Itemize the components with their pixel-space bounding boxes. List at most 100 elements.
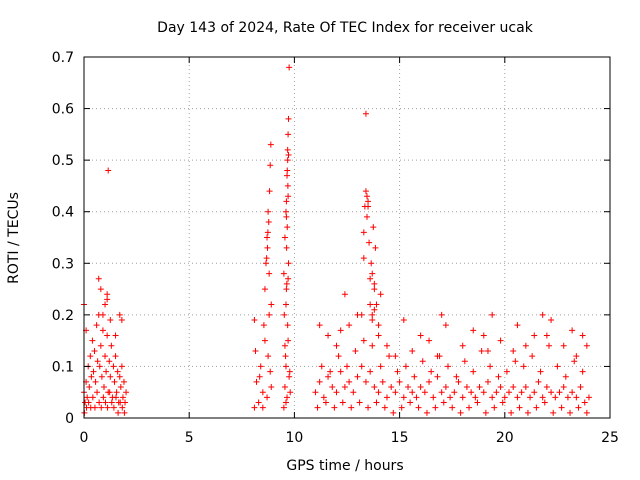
data-point bbox=[265, 219, 272, 226]
data-point bbox=[371, 286, 378, 293]
data-point bbox=[583, 409, 590, 416]
grid bbox=[84, 57, 610, 418]
data-point bbox=[333, 342, 340, 349]
data-point bbox=[377, 291, 384, 298]
data-point bbox=[579, 368, 586, 375]
data-point bbox=[85, 399, 92, 406]
y-tick-label: 0.5 bbox=[52, 153, 74, 169]
data-point bbox=[265, 353, 272, 360]
data-point bbox=[421, 389, 428, 396]
data-point bbox=[259, 404, 266, 411]
data-point bbox=[337, 327, 344, 334]
data-point bbox=[283, 198, 290, 205]
data-point bbox=[487, 363, 494, 370]
data-point bbox=[372, 244, 379, 251]
data-point bbox=[514, 394, 521, 401]
data-point bbox=[375, 322, 382, 329]
data-point bbox=[453, 373, 460, 380]
data-point bbox=[506, 389, 513, 396]
data-point bbox=[266, 311, 273, 318]
data-point bbox=[111, 378, 118, 385]
data-point bbox=[476, 384, 483, 391]
data-point bbox=[97, 286, 104, 293]
data-point bbox=[251, 317, 258, 324]
data-point bbox=[103, 368, 110, 375]
data-point bbox=[365, 198, 372, 205]
data-point bbox=[398, 404, 405, 411]
data-point bbox=[284, 146, 291, 153]
data-point bbox=[102, 399, 109, 406]
data-point bbox=[533, 404, 540, 411]
data-point bbox=[285, 275, 292, 282]
data-point bbox=[489, 311, 496, 318]
x-tick-label: 10 bbox=[285, 430, 303, 446]
data-point bbox=[268, 301, 275, 308]
data-point bbox=[280, 270, 287, 277]
data-point bbox=[390, 409, 397, 416]
data-point bbox=[112, 332, 119, 339]
data-point bbox=[527, 394, 534, 401]
data-point bbox=[360, 337, 367, 344]
data-point bbox=[286, 64, 293, 71]
data-point bbox=[341, 291, 348, 298]
data-point bbox=[539, 394, 546, 401]
data-point bbox=[407, 399, 414, 406]
data-point bbox=[571, 358, 578, 365]
data-point bbox=[285, 260, 292, 267]
data-point bbox=[426, 337, 433, 344]
data-point bbox=[426, 378, 433, 385]
data-point bbox=[263, 255, 270, 262]
data-point bbox=[375, 332, 382, 339]
data-point bbox=[438, 311, 445, 318]
data-point bbox=[267, 368, 274, 375]
data-point bbox=[264, 244, 271, 251]
data-point bbox=[259, 389, 266, 396]
data-point bbox=[88, 373, 95, 380]
data-point bbox=[562, 373, 569, 380]
data-point bbox=[264, 234, 271, 241]
data-point bbox=[285, 151, 292, 158]
data-point bbox=[362, 110, 369, 117]
data-point bbox=[281, 311, 288, 318]
data-point bbox=[470, 327, 477, 334]
data-point bbox=[550, 409, 557, 416]
data-point bbox=[413, 394, 420, 401]
data-point bbox=[333, 389, 340, 396]
data-point bbox=[91, 347, 98, 354]
data-point bbox=[339, 399, 346, 406]
data-point bbox=[579, 332, 586, 339]
x-tick-label: 15 bbox=[391, 430, 409, 446]
data-point bbox=[282, 353, 289, 360]
data-point bbox=[501, 394, 508, 401]
data-point bbox=[491, 404, 498, 411]
data-point bbox=[497, 337, 504, 344]
data-point bbox=[322, 399, 329, 406]
data-point bbox=[316, 322, 323, 329]
data-point bbox=[484, 378, 491, 385]
data-point bbox=[394, 368, 401, 375]
data-point bbox=[361, 203, 368, 210]
data-point bbox=[386, 353, 393, 360]
data-point bbox=[470, 368, 477, 375]
data-point bbox=[98, 404, 105, 411]
data-point bbox=[264, 394, 271, 401]
data-point bbox=[377, 363, 384, 370]
data-point bbox=[569, 327, 576, 334]
data-point bbox=[567, 409, 574, 416]
data-point bbox=[438, 389, 445, 396]
data-point bbox=[497, 384, 504, 391]
data-point bbox=[466, 404, 473, 411]
data-point bbox=[409, 347, 416, 354]
data-point bbox=[113, 389, 120, 396]
data-point bbox=[356, 399, 363, 406]
data-point bbox=[350, 389, 357, 396]
data-point bbox=[284, 167, 291, 174]
y-axis-title: ROTI / TECUs bbox=[6, 192, 22, 284]
data-point bbox=[415, 404, 422, 411]
data-point bbox=[264, 229, 271, 236]
data-point bbox=[383, 342, 390, 349]
data-point bbox=[280, 404, 287, 411]
y-tick-label: 0.1 bbox=[52, 359, 74, 375]
data-point bbox=[367, 301, 374, 308]
data-point bbox=[110, 363, 117, 370]
